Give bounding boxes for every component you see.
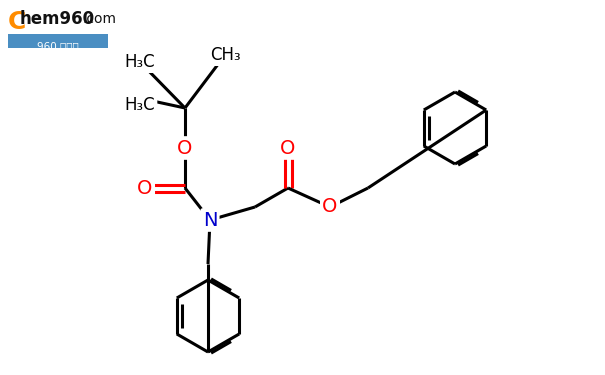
- Text: C: C: [8, 10, 27, 34]
- Text: N: N: [203, 210, 217, 230]
- Text: hem960: hem960: [20, 10, 95, 28]
- Text: O: O: [322, 198, 338, 216]
- FancyBboxPatch shape: [8, 34, 108, 48]
- Text: H₃C: H₃C: [125, 53, 155, 71]
- Text: CH₃: CH₃: [210, 46, 240, 64]
- Text: 960 化工网: 960 化工网: [37, 41, 79, 51]
- Text: O: O: [137, 178, 152, 198]
- Text: O: O: [280, 138, 296, 158]
- Text: .com: .com: [82, 12, 116, 26]
- Text: H₃C: H₃C: [125, 96, 155, 114]
- Text: O: O: [177, 138, 192, 158]
